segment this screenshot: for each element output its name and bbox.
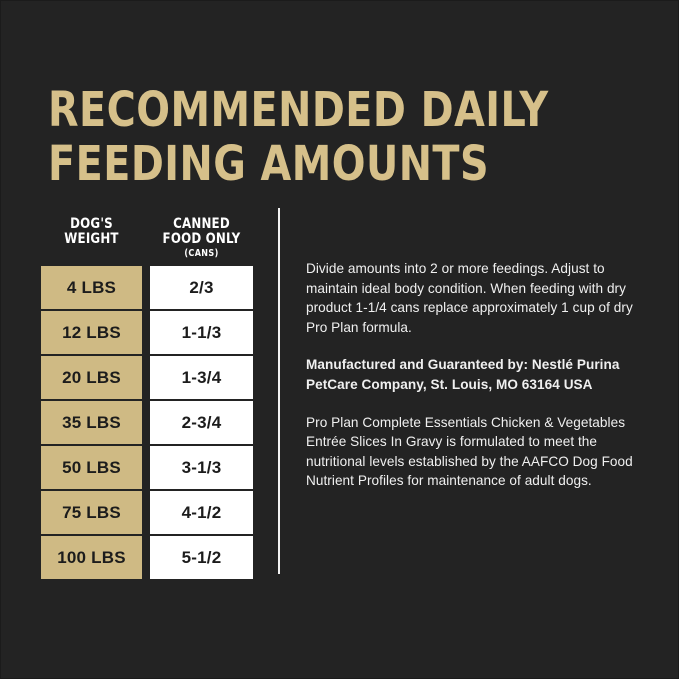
cell-dogs-weight: 12 LBS — [41, 311, 142, 354]
table-row: 75 LBS 4-1/2 — [41, 491, 253, 534]
table-row: 4 LBS 2/3 — [41, 266, 253, 309]
column-header-canned-food-line-1: CANNED — [173, 216, 230, 232]
cell-canned-amount: 1-3/4 — [150, 356, 253, 399]
vertical-divider — [278, 208, 280, 574]
feeding-instructions: Divide amounts into 2 or more feedings. … — [306, 259, 636, 491]
column-header-dogs-weight: DOG'S WEIGHT — [44, 208, 139, 247]
column-header-canned-food-units: (CANS) — [184, 248, 219, 259]
column-header-canned-food-line-2: FOOD ONLY — [162, 231, 241, 247]
table-row: 35 LBS 2-3/4 — [41, 401, 253, 444]
manufacturer-statement: Manufactured and Guaranteed by: Nestlé P… — [306, 357, 620, 392]
column-header-dogs-weight-line-2: WEIGHT — [64, 231, 119, 247]
cell-canned-amount: 2-3/4 — [150, 401, 253, 444]
feeding-amounts-table: DOG'S WEIGHT CANNED FOOD ONLY (CANS) 4 L… — [41, 208, 253, 581]
column-header-dogs-weight-line-1: DOG'S — [70, 216, 113, 232]
feeding-instructions-paragraph: Divide amounts into 2 or more feedings. … — [306, 261, 633, 335]
cell-dogs-weight: 20 LBS — [41, 356, 142, 399]
cell-dogs-weight: 100 LBS — [41, 536, 142, 579]
cell-canned-amount: 2/3 — [150, 266, 253, 309]
cell-canned-amount: 5-1/2 — [150, 536, 253, 579]
cell-dogs-weight: 35 LBS — [41, 401, 142, 444]
cell-canned-amount: 3-1/3 — [150, 446, 253, 489]
page-title: RECOMMENDED DAILY FEEDING AMOUNTS — [48, 83, 608, 191]
cell-canned-amount: 1-1/3 — [150, 311, 253, 354]
cell-dogs-weight: 75 LBS — [41, 491, 142, 534]
column-header-canned-food-only: CANNED FOOD ONLY (CANS) — [153, 208, 250, 260]
page-title-line-1: RECOMMENDED DAILY — [48, 82, 549, 138]
cell-dogs-weight: 50 LBS — [41, 446, 142, 489]
table-row: 100 LBS 5-1/2 — [41, 536, 253, 579]
table-header-row: DOG'S WEIGHT CANNED FOOD ONLY (CANS) — [41, 208, 253, 266]
page-title-line-2: FEEDING AMOUNTS — [48, 136, 490, 192]
table-row: 20 LBS 1-3/4 — [41, 356, 253, 399]
table-row: 50 LBS 3-1/3 — [41, 446, 253, 489]
cell-dogs-weight: 4 LBS — [41, 266, 142, 309]
cell-canned-amount: 4-1/2 — [150, 491, 253, 534]
table-row: 12 LBS 1-1/3 — [41, 311, 253, 354]
aafco-statement: Pro Plan Complete Essentials Chicken & V… — [306, 414, 633, 489]
